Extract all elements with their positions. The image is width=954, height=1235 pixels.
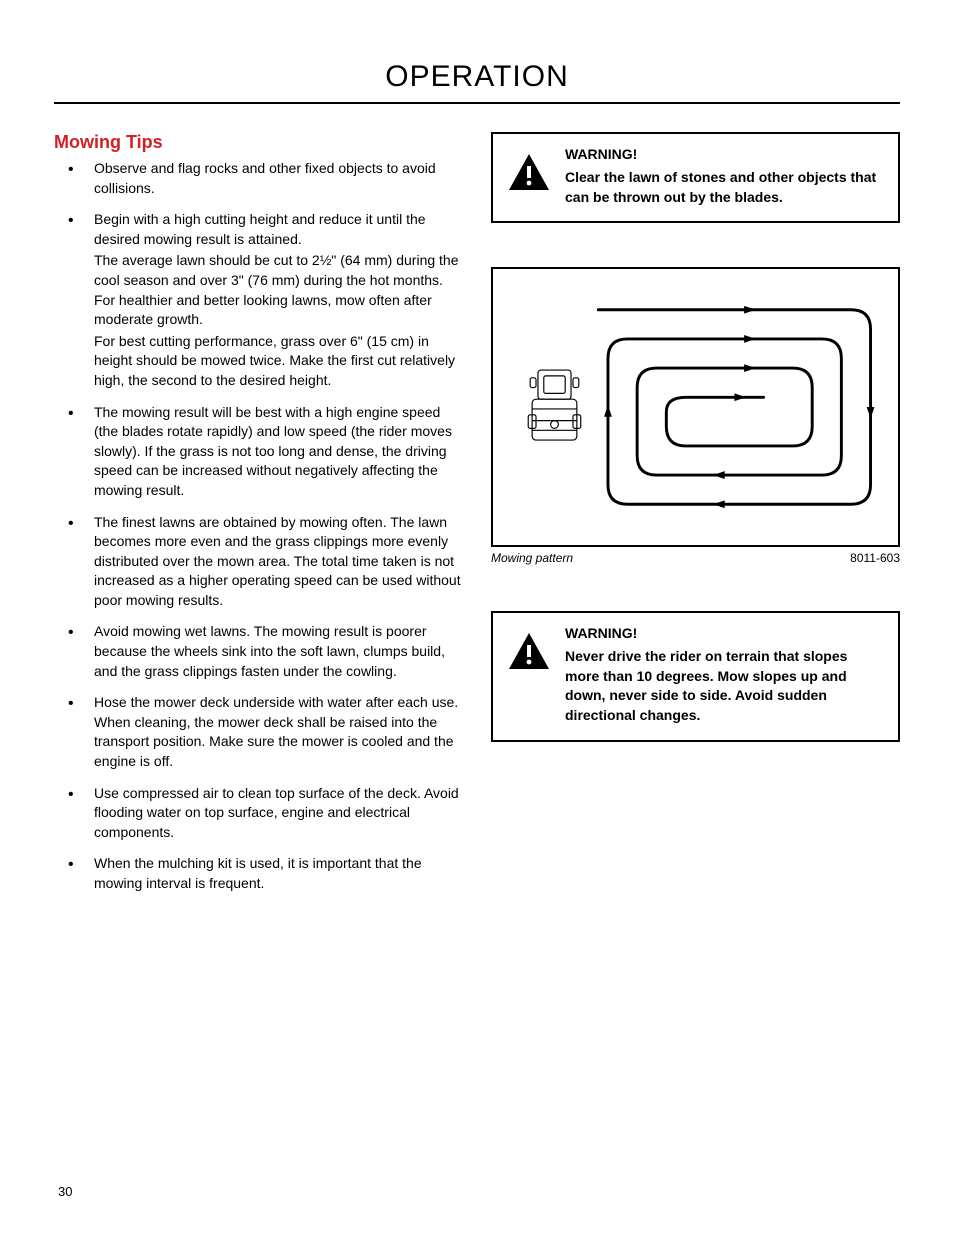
tip-text: The mowing result will be best with a hi… — [94, 403, 463, 501]
warning-text: WARNING! Clear the lawn of stones and ot… — [565, 146, 884, 207]
list-item: Begin with a high cutting height and red… — [54, 210, 463, 390]
warning-body: Never drive the rider on terrain that sl… — [565, 647, 884, 725]
page-title: OPERATION — [54, 60, 900, 104]
list-item: The mowing result will be best with a hi… — [54, 403, 463, 501]
warning-box-2: WARNING! Never drive the rider on terrai… — [491, 611, 900, 741]
list-item: Hose the mower deck underside with water… — [54, 693, 463, 771]
warning-body: Clear the lawn of stones and other objec… — [565, 168, 884, 207]
tip-text: When the mulching kit is used, it is imp… — [94, 854, 463, 893]
tip-text: The average lawn should be cut to 2½" (6… — [94, 251, 463, 329]
right-column: WARNING! Clear the lawn of stones and ot… — [491, 132, 900, 906]
tips-list: Observe and flag rocks and other fixed o… — [54, 159, 463, 894]
tip-text: Hose the mower deck underside with water… — [94, 693, 463, 771]
list-item: Observe and flag rocks and other fixed o… — [54, 159, 463, 198]
tip-text: The finest lawns are obtained by mowing … — [94, 513, 463, 611]
warning-triangle-icon — [507, 152, 551, 192]
figure-caption: Mowing pattern — [491, 551, 573, 565]
left-column: Mowing Tips Observe and flag rocks and o… — [54, 132, 463, 906]
warning-title: WARNING! — [565, 625, 884, 641]
figure-mowing-pattern — [491, 267, 900, 547]
tip-text: For best cutting performance, grass over… — [94, 332, 463, 391]
figure-caption-row: Mowing pattern 8011-603 — [491, 551, 900, 565]
figure-code: 8011-603 — [850, 551, 900, 565]
tip-text: Avoid mowing wet lawns. The mowing resul… — [94, 622, 463, 681]
list-item: Avoid mowing wet lawns. The mowing resul… — [54, 622, 463, 681]
tip-text: Observe and flag rocks and other fixed o… — [94, 159, 463, 198]
page: OPERATION Mowing Tips Observe and flag r… — [0, 0, 954, 1235]
two-column-layout: Mowing Tips Observe and flag rocks and o… — [54, 132, 900, 906]
warning-title: WARNING! — [565, 146, 884, 162]
list-item: Use compressed air to clean top surface … — [54, 784, 463, 843]
section-heading-mowing-tips: Mowing Tips — [54, 132, 463, 153]
spacer — [491, 565, 900, 611]
warning-box-1: WARNING! Clear the lawn of stones and ot… — [491, 132, 900, 223]
warning-triangle-icon — [507, 631, 551, 671]
page-number: 30 — [58, 1184, 72, 1199]
warning-text: WARNING! Never drive the rider on terrai… — [565, 625, 884, 725]
tip-text: Begin with a high cutting height and red… — [94, 210, 463, 249]
tip-text: Use compressed air to clean top surface … — [94, 784, 463, 843]
list-item: The finest lawns are obtained by mowing … — [54, 513, 463, 611]
list-item: When the mulching kit is used, it is imp… — [54, 854, 463, 893]
mowing-pattern-diagram — [501, 277, 890, 537]
